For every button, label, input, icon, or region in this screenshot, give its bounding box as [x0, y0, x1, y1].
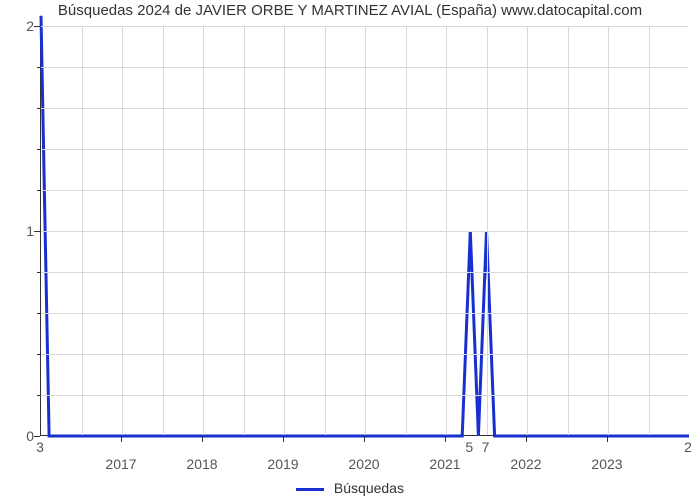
x-tick-mark — [445, 436, 446, 442]
y-minor-mark — [37, 313, 40, 314]
y-minor-mark — [37, 108, 40, 109]
grid-line-v — [325, 26, 326, 435]
chart-title: Búsquedas 2024 de JAVIER ORBE Y MARTINEZ… — [0, 2, 700, 19]
x-tick-label: 2018 — [186, 456, 217, 472]
grid-line-v — [527, 26, 528, 435]
grid-line-v — [122, 26, 123, 435]
y-minor-mark — [37, 272, 40, 273]
y-minor-mark — [37, 149, 40, 150]
x-tick-mark — [526, 436, 527, 442]
y-tick-mark — [34, 436, 40, 437]
grid-line-v — [568, 26, 569, 435]
y-minor-mark — [37, 67, 40, 68]
x-tick-mark — [607, 436, 608, 442]
y-tick-label: 0 — [10, 428, 34, 444]
x-tick-label: 2017 — [105, 456, 136, 472]
y-minor-mark — [37, 395, 40, 396]
grid-line-v — [163, 26, 164, 435]
grid-line-v — [649, 26, 650, 435]
data-point-label: 7 — [482, 439, 490, 455]
grid-line-v — [487, 26, 488, 435]
grid-line-v — [365, 26, 366, 435]
x-tick-mark — [364, 436, 365, 442]
grid-line-v — [203, 26, 204, 435]
y-tick-mark — [34, 231, 40, 232]
grid-line-v — [446, 26, 447, 435]
grid-line-v — [284, 26, 285, 435]
y-minor-mark — [37, 354, 40, 355]
x-tick-mark — [202, 436, 203, 442]
grid-line-v — [82, 26, 83, 435]
y-tick-label: 2 — [10, 18, 34, 34]
x-tick-label: 2022 — [510, 456, 541, 472]
y-tick-label: 1 — [10, 223, 34, 239]
x-tick-mark — [121, 436, 122, 442]
x-tick-label: 2020 — [348, 456, 379, 472]
legend-swatch — [296, 488, 324, 491]
grid-line-v — [244, 26, 245, 435]
legend-label: Búsquedas — [334, 480, 404, 496]
chart-container: Búsquedas 2024 de JAVIER ORBE Y MARTINEZ… — [0, 0, 700, 500]
x-tick-label: 2021 — [429, 456, 460, 472]
grid-line-v — [406, 26, 407, 435]
legend: Búsquedas — [0, 480, 700, 496]
y-minor-mark — [37, 190, 40, 191]
data-point-label: 5 — [465, 439, 473, 455]
x-tick-label: 2023 — [591, 456, 622, 472]
grid-line-v — [608, 26, 609, 435]
x-tick-mark — [283, 436, 284, 442]
data-point-label: 2 — [684, 439, 692, 455]
x-tick-label: 2019 — [267, 456, 298, 472]
data-point-label: 3 — [36, 439, 44, 455]
y-tick-mark — [34, 26, 40, 27]
plot-area — [40, 26, 688, 436]
